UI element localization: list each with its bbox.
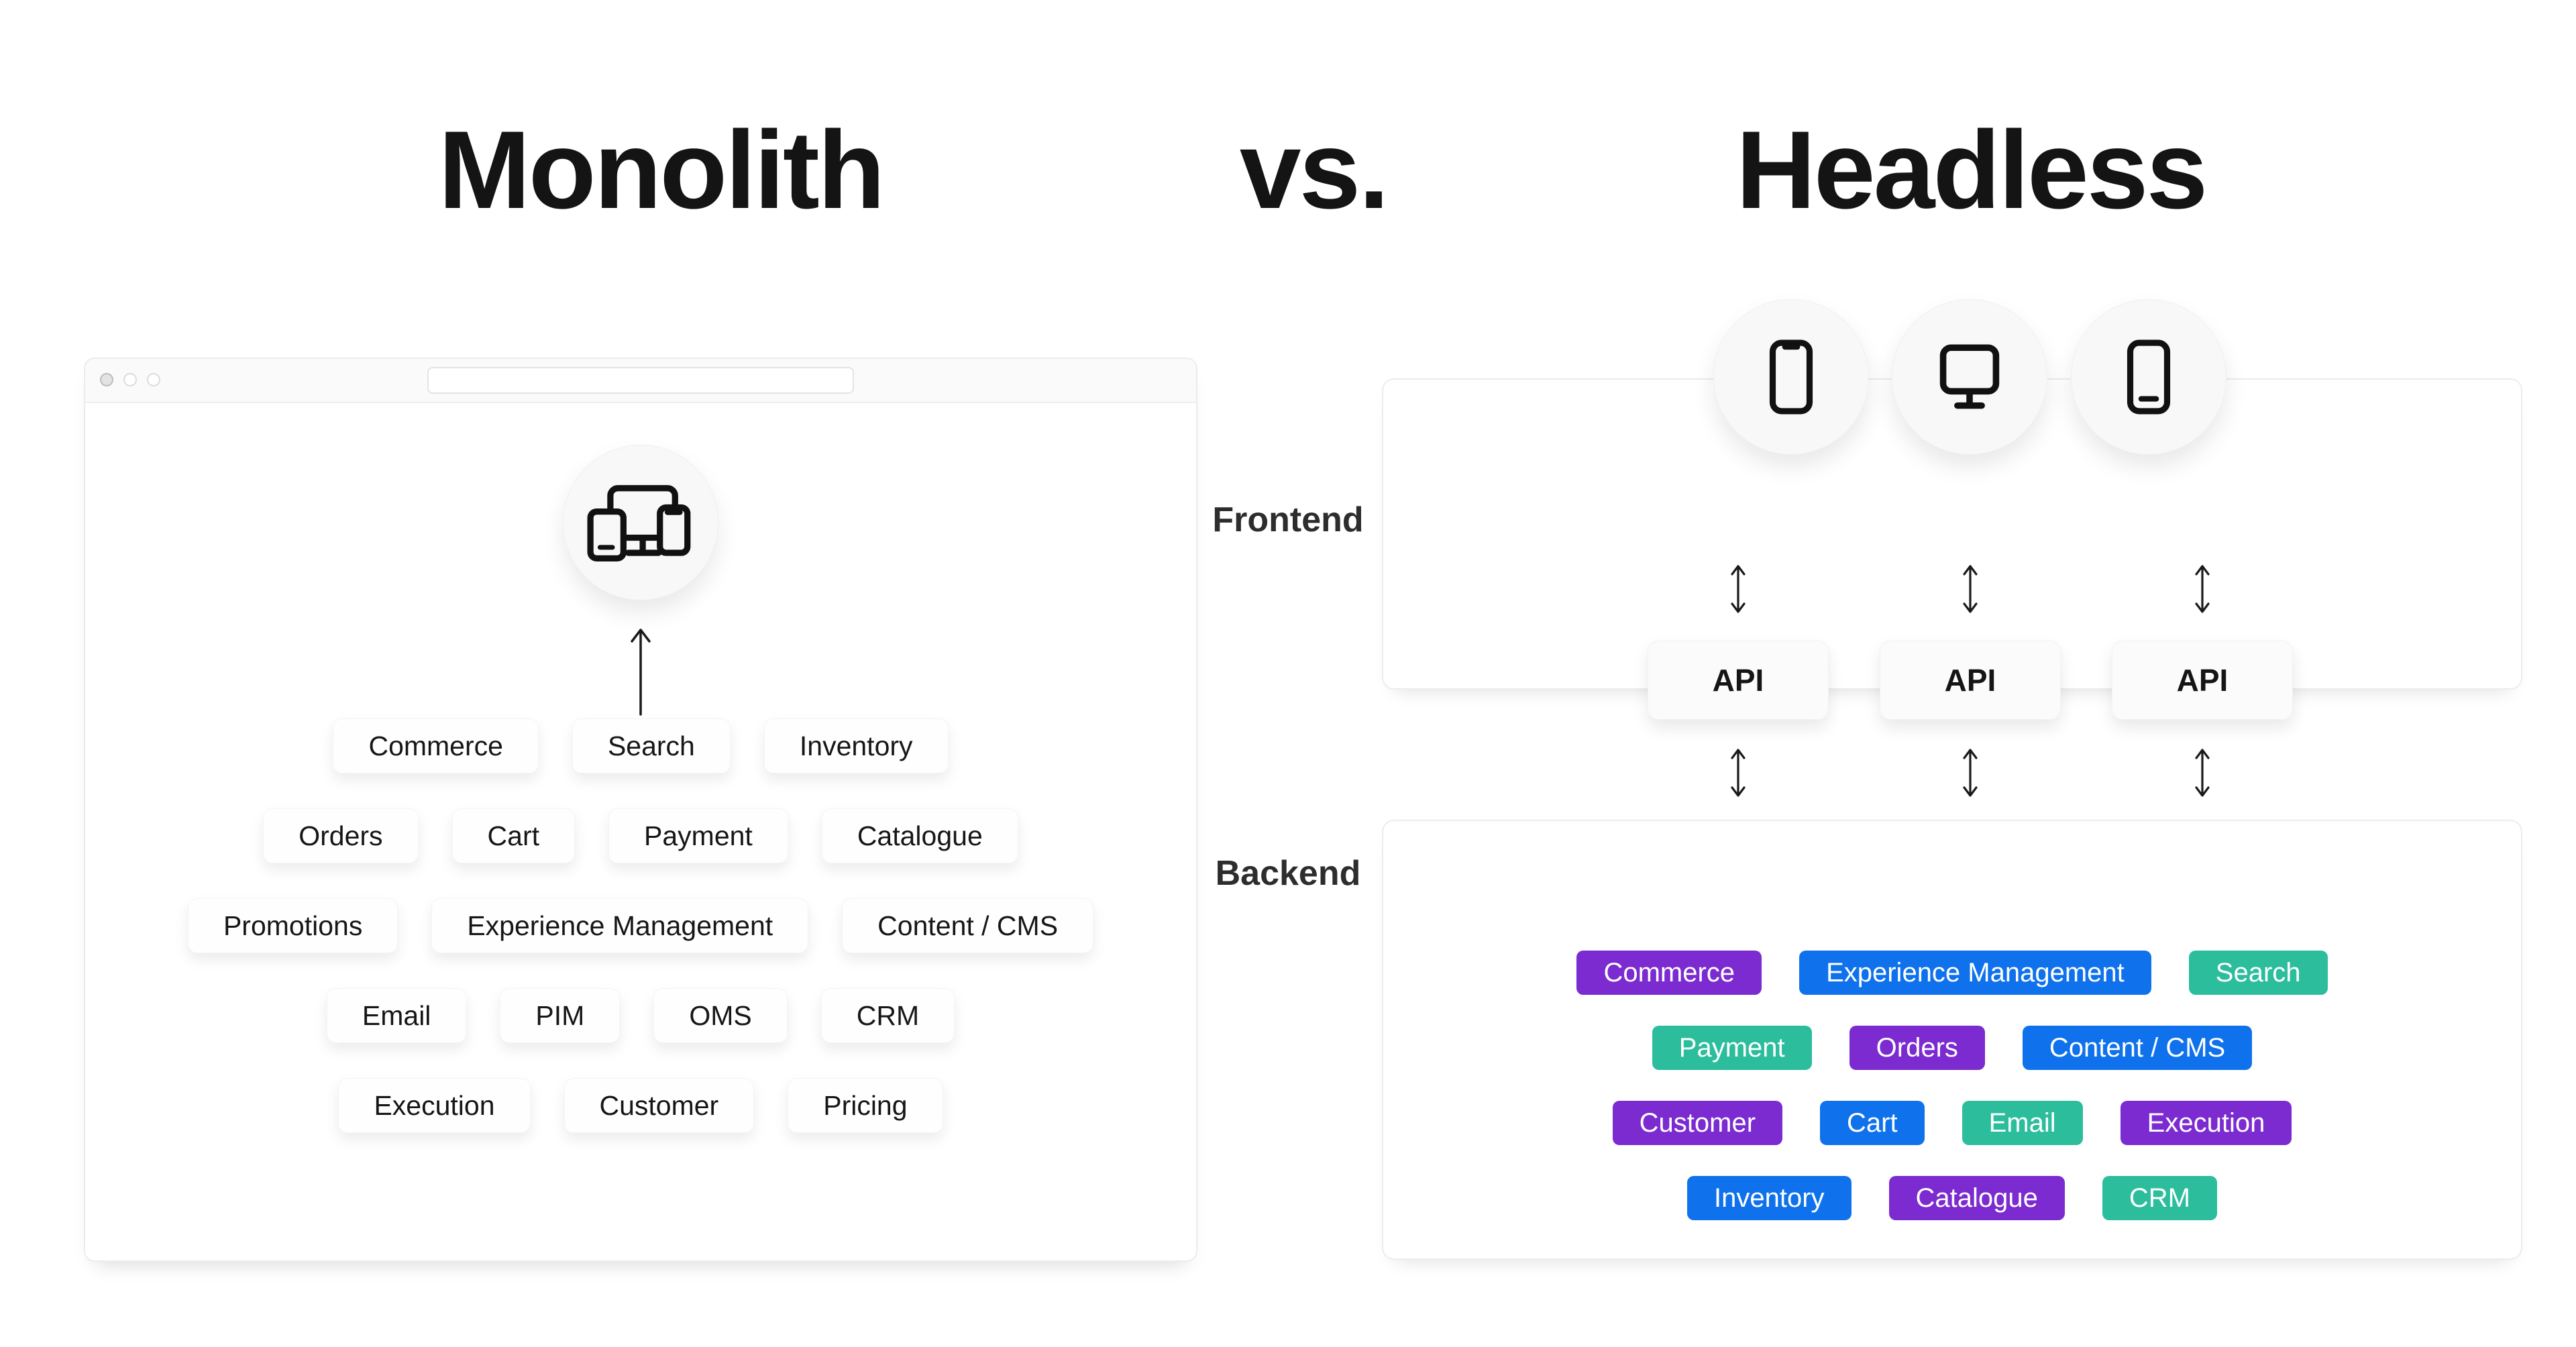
browser-topbar [85,359,1196,403]
close-button[interactable] [100,373,113,386]
backend-row-4: Inventory Catalogue CRM [1687,1176,2217,1220]
capability-chip: Cart [451,808,576,863]
capability-chip: OMS [653,988,788,1043]
capability-chip: Content / CMS [842,898,1094,953]
title-vs: vs. [1239,108,1389,231]
backend-row-2: Payment Orders Content / CMS [1652,1026,2253,1070]
service-chip: Orders [1849,1026,1985,1070]
capability-chip: Experience Management [431,898,809,953]
row-4: Email PIM OMS CRM [326,988,955,1043]
service-chip: Catalogue [1888,1176,2065,1220]
devices-circle [563,445,718,600]
browser-window: Commerce Search Inventory Orders Cart Pa… [84,358,1197,1262]
service-chip: Email [1962,1101,2083,1145]
service-chip: Customer [1612,1101,1783,1145]
row-3: Promotions Experience Management Content… [187,898,1094,953]
tablet-icon [2126,339,2171,415]
capability-chip: Pricing [788,1078,943,1133]
monolith-capability-rows: Commerce Search Inventory Orders Cart Pa… [85,718,1196,1133]
minimize-button[interactable] [123,373,137,386]
capability-chip: Payment [608,808,788,863]
capability-chip: Commerce [333,718,539,773]
api-box: API [1880,641,2061,720]
service-chip: Execution [2120,1101,2292,1145]
title-headless: Headless [1735,108,2208,231]
capability-chip: PIM [500,988,621,1043]
title-monolith: Monolith [438,108,885,231]
service-chip: Commerce [1576,951,1762,995]
capability-chip: Execution [338,1078,531,1133]
api-box: API [1648,641,1829,720]
api-box: API [2112,641,2293,720]
updown-arrow-icon [1957,746,1984,800]
capability-chip: Inventory [763,718,949,773]
updown-arrow-icon [2189,746,2216,800]
address-bar-input[interactable] [427,367,854,394]
updown-arrow-icon [2189,562,2216,616]
monitor-icon [1939,344,2000,410]
service-chip: Payment [1652,1026,1812,1070]
monitor-circle [1892,299,2047,455]
capability-chip: Search [572,718,731,773]
service-chip: Search [2188,951,2328,995]
service-chip: Inventory [1687,1176,1851,1220]
devices-icon [587,483,694,562]
phone-icon [1769,339,1813,415]
service-chip: Cart [1820,1101,1925,1145]
row-2: Orders Cart Payment Catalogue [263,808,1018,863]
capability-chip: Orders [263,808,419,863]
capability-chip: Email [326,988,467,1043]
capability-chip: CRM [820,988,955,1043]
updown-arrow-icon [1957,562,1984,616]
row-5: Execution Customer Pricing [338,1078,943,1133]
updown-arrow-icon [1725,562,1752,616]
backend-row-3: Customer Cart Email Execution [1612,1101,2292,1145]
row-1: Commerce Search Inventory [333,718,949,773]
service-chip: Content / CMS [2022,1026,2253,1070]
up-arrow-icon [627,626,654,717]
service-chip: Experience Management [1799,951,2151,995]
backend-label: Backend [1215,854,1361,893]
phone-circle [1713,299,1869,455]
capability-chip: Promotions [187,898,398,953]
service-chip: CRM [2102,1176,2217,1220]
tablet-circle [2071,299,2226,455]
frontend-label: Frontend [1212,500,1364,539]
zoom-button[interactable] [147,373,160,386]
capability-chip: Customer [564,1078,755,1133]
backend-row-1: Commerce Experience Management Search [1576,951,2328,995]
updown-arrow-icon [1725,746,1752,800]
capability-chip: Catalogue [821,808,1018,863]
backend-service-rows: Commerce Experience Management Search Pa… [1382,951,2522,1220]
